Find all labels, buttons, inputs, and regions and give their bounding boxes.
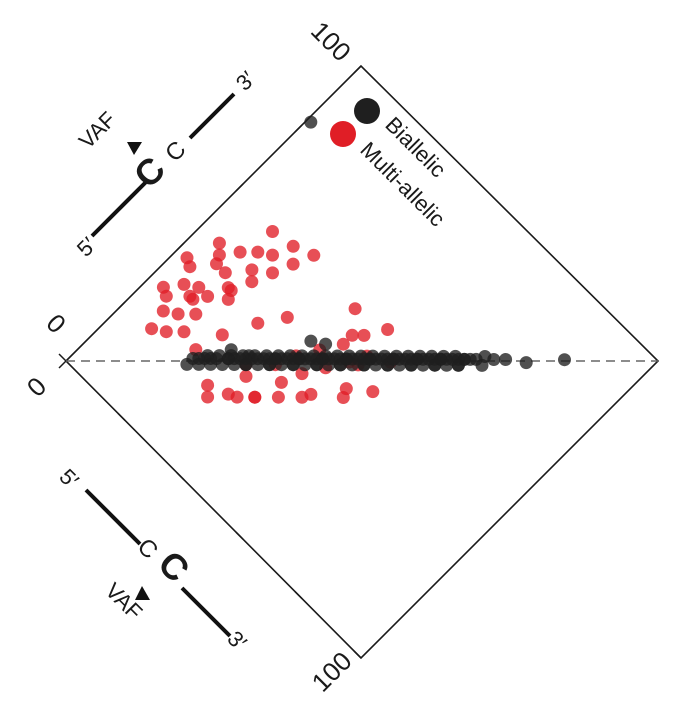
point-multi-allelic bbox=[307, 248, 321, 262]
point-biallelic bbox=[434, 352, 448, 366]
axis-ticks bbox=[58, 65, 362, 659]
point-biallelic bbox=[339, 352, 353, 366]
bottom-axis-tick bbox=[117, 412, 126, 421]
point-biallelic bbox=[558, 353, 571, 367]
point-biallelic bbox=[519, 356, 533, 370]
point-biallelic bbox=[499, 353, 513, 366]
point-multi-allelic bbox=[156, 280, 170, 294]
point-multi-allelic bbox=[212, 248, 226, 262]
point-multi-allelic bbox=[156, 304, 170, 318]
point-multi-allelic bbox=[248, 390, 262, 404]
point-multi-allelic bbox=[251, 245, 265, 259]
point-multi-allelic bbox=[159, 325, 173, 339]
point-multi-allelic bbox=[251, 316, 265, 330]
top-axis-tick bbox=[58, 360, 67, 369]
point-multi-allelic bbox=[212, 236, 226, 250]
upper-strand-5-prime: 5′ bbox=[72, 232, 101, 261]
legend-marker-biallelic bbox=[354, 98, 380, 124]
point-biallelic bbox=[192, 357, 206, 371]
top-axis-tick-label-zero: 0 bbox=[41, 308, 72, 339]
point-multi-allelic bbox=[233, 245, 247, 259]
upper-base: C bbox=[160, 136, 191, 167]
point-biallelic bbox=[304, 334, 318, 348]
top-axis-tick bbox=[235, 183, 244, 192]
point-multi-allelic bbox=[201, 390, 215, 404]
point-multi-allelic bbox=[286, 239, 300, 253]
point-multi-allelic bbox=[245, 263, 259, 277]
bottom-axis-tick bbox=[235, 531, 244, 540]
point-multi-allelic bbox=[192, 280, 206, 294]
point-biallelic bbox=[268, 352, 282, 366]
point-multi-allelic bbox=[201, 378, 215, 392]
point-multi-allelic bbox=[189, 307, 203, 321]
point-multi-allelic bbox=[336, 391, 350, 404]
point-biallelic bbox=[224, 343, 238, 357]
point-biallelic bbox=[487, 353, 501, 366]
point-multi-allelic bbox=[274, 375, 288, 389]
legend-marker-multi-allelic bbox=[330, 121, 356, 147]
point-biallelic bbox=[304, 115, 318, 129]
bottom-axis-tick-label-zero: 0 bbox=[21, 371, 52, 402]
point-multi-allelic bbox=[295, 390, 309, 404]
upper-base-bold: C bbox=[126, 148, 173, 195]
point-biallelic bbox=[292, 352, 306, 366]
top-axis-tick bbox=[117, 301, 126, 310]
point-multi-allelic bbox=[345, 328, 359, 342]
point-multi-allelic bbox=[271, 390, 285, 404]
bottom-axis-tick bbox=[353, 650, 362, 659]
point-multi-allelic bbox=[145, 322, 159, 336]
point-multi-allelic bbox=[177, 277, 191, 291]
lower-vaf-arrow-icon bbox=[135, 586, 150, 600]
point-multi-allelic bbox=[239, 369, 253, 383]
point-multi-allelic bbox=[215, 328, 229, 342]
point-biallelic bbox=[387, 352, 400, 366]
upper-strand-3-prime: 3′ bbox=[231, 66, 260, 95]
point-multi-allelic bbox=[201, 289, 215, 303]
point-multi-allelic bbox=[366, 385, 380, 399]
lower-strand-annotation: 5′ 3′ C C VAF bbox=[54, 464, 251, 655]
top-axis-tick-label-max: 100 bbox=[305, 15, 357, 67]
point-multi-allelic bbox=[266, 225, 279, 238]
point-multi-allelic bbox=[245, 275, 259, 289]
bottom-axis-tick bbox=[176, 472, 185, 481]
point-biallelic bbox=[245, 352, 259, 366]
point-biallelic bbox=[363, 352, 377, 366]
point-multi-allelic bbox=[186, 292, 200, 306]
point-multi-allelic bbox=[357, 328, 371, 342]
point-multi-allelic bbox=[224, 284, 238, 297]
point-multi-allelic bbox=[266, 248, 279, 262]
bottom-axis-tick-label-max: 100 bbox=[306, 646, 358, 698]
point-biallelic bbox=[201, 349, 215, 363]
point-multi-allelic bbox=[177, 325, 191, 339]
point-multi-allelic bbox=[266, 266, 279, 280]
point-multi-allelic bbox=[221, 387, 235, 401]
point-biallelic bbox=[316, 352, 330, 366]
point-multi-allelic bbox=[171, 307, 185, 321]
point-biallelic bbox=[319, 337, 333, 351]
point-multi-allelic bbox=[180, 251, 194, 265]
bottom-axis-tick bbox=[294, 591, 303, 600]
point-multi-allelic bbox=[348, 302, 362, 316]
point-multi-allelic bbox=[286, 257, 300, 271]
point-multi-allelic bbox=[280, 310, 294, 324]
point-multi-allelic bbox=[381, 323, 395, 336]
bottom-axis-tick bbox=[58, 353, 67, 362]
lower-strand-5-prime: 5′ bbox=[54, 464, 83, 493]
point-biallelic bbox=[457, 352, 471, 366]
data-points bbox=[145, 115, 571, 404]
lower-vaf-label: VAF bbox=[100, 578, 147, 625]
top-axis-tick bbox=[294, 124, 303, 133]
top-axis-tick bbox=[176, 242, 185, 251]
upper-vaf-label: VAF bbox=[74, 107, 121, 154]
upper-vaf-arrow-icon bbox=[127, 142, 142, 155]
point-biallelic bbox=[410, 352, 424, 366]
point-biallelic bbox=[180, 357, 194, 371]
top-axis-tick bbox=[353, 65, 362, 74]
point-multi-allelic bbox=[218, 266, 232, 280]
upper-strand-annotation: 5′ 3′ C C VAF bbox=[72, 66, 260, 261]
point-multi-allelic bbox=[336, 337, 350, 351]
